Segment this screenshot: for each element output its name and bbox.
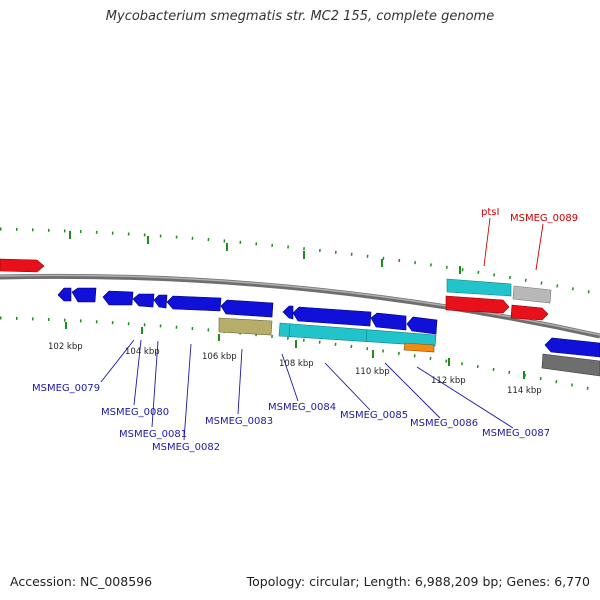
kbp-label: 108 kbp	[279, 359, 314, 369]
reverse-label-leaders	[100, 339, 514, 441]
gene-label[interactable]: ptsI	[481, 207, 499, 218]
forward-strand-features	[0, 258, 552, 321]
pseudogene-feature[interactable]	[512, 285, 552, 304]
forward-cds[interactable]	[0, 258, 45, 273]
forward-cds-msmeg-0089[interactable]	[510, 304, 549, 321]
kbp-label: 112 kbp	[431, 376, 466, 386]
reverse-cds[interactable]	[102, 290, 134, 306]
reverse-cds[interactable]	[544, 337, 600, 358]
forward-label-leaders	[483, 217, 544, 271]
reverse-cds[interactable]	[166, 295, 222, 312]
reverse-gene-labels: MSMEG_0079 MSMEG_0080 MSMEG_0081 MSMEG_0…	[32, 383, 550, 453]
gene-label[interactable]: MSMEG_0082	[152, 442, 220, 453]
forward-cds-ptsI[interactable]	[445, 295, 510, 314]
kbp-label: 110 kbp	[355, 367, 390, 377]
gene-label[interactable]: MSMEG_0084	[268, 402, 336, 413]
reverse-cds[interactable]	[220, 299, 274, 318]
map-title: Mycobacterium smegmatis str. MC2 155, co…	[105, 9, 495, 24]
reverse-cds[interactable]	[282, 305, 294, 320]
other-feature[interactable]	[541, 353, 600, 377]
gene-label[interactable]: MSMEG_0080	[101, 407, 169, 418]
accession-text: Accession: NC_008596	[10, 574, 153, 589]
gene-label[interactable]: MSMEG_0081	[119, 429, 187, 440]
gene-label[interactable]: MSMEG_0086	[410, 418, 478, 429]
reverse-cds[interactable]	[153, 294, 168, 309]
reverse-cds[interactable]	[71, 287, 97, 303]
repeat-feature[interactable]	[403, 342, 435, 353]
reverse-cds[interactable]	[292, 306, 372, 327]
gene-label[interactable]: MSMEG_0087	[482, 428, 550, 439]
kbp-tick-labels: 102 kbp 104 kbp 106 kbp 108 kbp 110 kbp …	[48, 342, 542, 396]
rna-feature[interactable]	[446, 278, 512, 297]
gene-label[interactable]: MSMEG_0083	[205, 416, 273, 427]
genome-backbone	[0, 273, 600, 339]
gene-label[interactable]: MSMEG_0085	[340, 410, 408, 421]
reverse-cds[interactable]	[370, 312, 407, 331]
reverse-cds[interactable]	[132, 293, 155, 308]
gene-label[interactable]: MSMEG_0089	[510, 213, 578, 224]
reverse-strand-features	[57, 287, 600, 377]
reverse-cds[interactable]	[57, 287, 72, 302]
forward-gene-labels: ptsI MSMEG_0089	[481, 207, 578, 224]
kbp-label: 106 kbp	[202, 352, 237, 362]
reverse-cds[interactable]	[406, 316, 438, 335]
inner-major-ticks	[65, 322, 525, 379]
gene-label[interactable]: MSMEG_0079	[32, 383, 100, 394]
genome-summary-text: Topology: circular; Length: 6,988,209 bp…	[246, 574, 590, 589]
kbp-label: 102 kbp	[48, 342, 83, 352]
kbp-label: 104 kbp	[125, 347, 160, 357]
misc-feature[interactable]	[218, 317, 273, 336]
outer-major-ticks	[69, 231, 461, 274]
kbp-label: 114 kbp	[507, 386, 542, 396]
rna-feature[interactable]	[278, 322, 437, 347]
